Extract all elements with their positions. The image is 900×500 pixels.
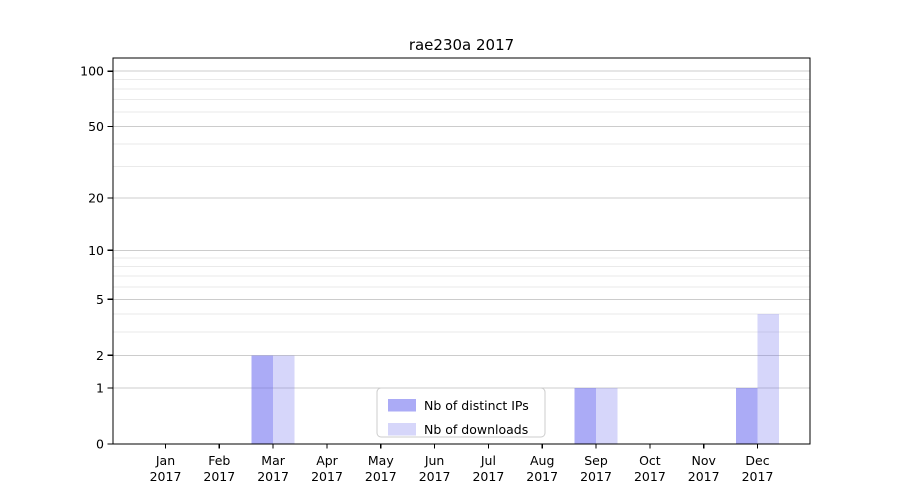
- x-tick-label-jul-year: 2017: [472, 469, 504, 484]
- bar-nb-of-downloads-dec: [757, 314, 779, 444]
- x-tick-label-aug: Aug: [530, 453, 554, 468]
- x-tick-label-sep-year: 2017: [580, 469, 612, 484]
- x-tick-label-feb: Feb: [208, 453, 230, 468]
- x-tick-label-jun-year: 2017: [419, 469, 451, 484]
- y-tick-label-2: 2: [96, 348, 104, 363]
- x-tick-label-jul: Jul: [480, 453, 496, 468]
- x-tick-labels: Jan2017Feb2017Mar2017Apr2017May2017Jun20…: [150, 453, 774, 484]
- y-ticks: [107, 70, 113, 445]
- bars: [251, 314, 779, 444]
- legend-box: [376, 387, 546, 438]
- x-tick-label-nov: Nov: [691, 453, 716, 468]
- legend-label-nb-of-downloads: Nb of downloads: [424, 422, 528, 437]
- y-tick-label-50: 50: [88, 119, 104, 134]
- x-tick-label-jan-year: 2017: [150, 469, 182, 484]
- x-tick-label-sep: Sep: [584, 453, 608, 468]
- bar-nb-of-downloads-sep: [596, 388, 618, 444]
- bar-nb-of-downloads-mar: [273, 355, 295, 444]
- y-tick-label-1: 1: [96, 381, 104, 396]
- y-tick-label-5: 5: [96, 292, 104, 307]
- x-tick-label-may-year: 2017: [365, 469, 397, 484]
- x-tick-label-dec: Dec: [745, 453, 769, 468]
- y-tick-label-100: 100: [80, 64, 104, 79]
- x-tick-label-feb-year: 2017: [203, 469, 235, 484]
- y-major-gridlines: [113, 70, 810, 389]
- x-tick-label-nov-year: 2017: [688, 469, 720, 484]
- legend: Nb of distinct IPs Nb of downloads: [376, 387, 546, 438]
- bar-nb-of-distinct-ips-dec: [736, 388, 758, 444]
- y-tick-labels: 0 1 2 5 10 20 50 100: [80, 64, 104, 452]
- bar-nb-of-distinct-ips-sep: [574, 388, 596, 444]
- y-tick-label-10: 10: [88, 243, 104, 258]
- bar-nb-of-distinct-ips-mar: [251, 355, 274, 444]
- x-tick-label-may: May: [368, 453, 394, 468]
- x-tick-label-jan: Jan: [155, 453, 175, 468]
- x-tick-label-jun: Jun: [424, 453, 445, 468]
- x-ticks: [164, 444, 759, 449]
- x-tick-label-mar-year: 2017: [257, 469, 289, 484]
- x-tick-label-mar: Mar: [261, 453, 285, 468]
- legend-label-nb-of-distinct-ips: Nb of distinct IPs: [424, 398, 529, 413]
- x-tick-label-oct-year: 2017: [634, 469, 666, 484]
- y-tick-label-0: 0: [96, 437, 104, 452]
- x-tick-label-oct: Oct: [639, 453, 661, 468]
- y-tick-label-20: 20: [88, 191, 104, 206]
- legend-swatch-nb-of-downloads: [388, 423, 416, 436]
- x-tick-label-dec-year: 2017: [742, 469, 774, 484]
- plot-border: [112, 57, 811, 445]
- y-minor-gridlines: [113, 79, 810, 333]
- legend-swatch-nb-of-distinct-ips: [388, 399, 416, 412]
- x-tick-label-aug-year: 2017: [526, 469, 558, 484]
- x-tick-label-apr-year: 2017: [311, 469, 343, 484]
- x-tick-label-apr: Apr: [316, 453, 338, 468]
- chart-title: rae230a 2017: [408, 36, 515, 54]
